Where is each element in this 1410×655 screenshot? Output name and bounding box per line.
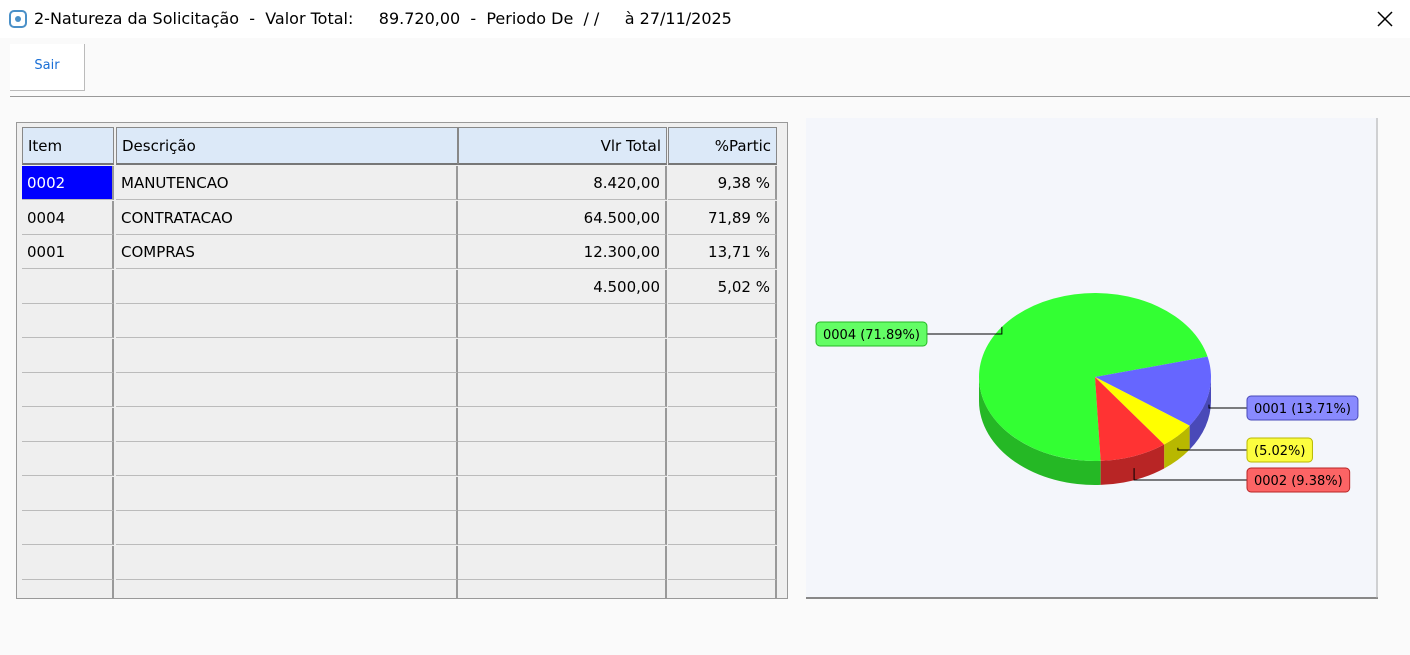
empty-cell [458,304,667,338]
cell-partic: 71,89 % [668,200,777,235]
empty-cell [458,545,667,580]
empty-cell [22,580,114,598]
empty-cell [668,545,777,580]
empty-cell [458,442,667,476]
label-box [1246,467,1351,493]
empty-cell [668,511,777,545]
empty-cell [22,269,114,304]
label-box [815,321,928,347]
empty-cell [458,511,667,545]
empty-cell [116,304,458,338]
column-header: Descrição [116,127,458,165]
cell-vlr-total: 12.300,00 [458,235,667,269]
empty-cell [668,580,777,598]
column-header: Item [22,127,114,165]
empty-cell [22,545,114,580]
empty-cell [668,442,777,476]
empty-cell [116,269,458,304]
empty-cell [116,373,458,407]
pie-slice [979,293,1208,461]
app-icon [9,10,27,28]
column-header: %Partic [668,127,777,165]
data-label: 0002 (9.38%) [1254,474,1343,489]
empty-cell [458,476,667,511]
pie-chart: 0004 (71.89%) 0001 (13.71%) (5.02%) 0002 (9… [806,118,1378,599]
slice-side [1189,377,1211,450]
cell-item: 0001 [22,235,114,269]
slice-side [1100,444,1165,485]
cell-descricao: COMPRAS [116,235,458,269]
pie-slice [1095,377,1165,461]
empty-cell [116,476,458,511]
title-bar [0,0,1410,38]
data-label: 0001 (13.71%) [1254,402,1351,417]
cell-partic: 13,71 % [668,235,777,269]
pie-slice [1095,356,1211,426]
cell-vlr-total: 64.500,00 [458,200,667,235]
empty-cell [116,442,458,476]
window-title: 2-Natureza da Solicitação - Valor Total:… [34,9,732,28]
empty-cell [116,338,458,373]
cell-descricao: CONTRATACAO [116,200,458,235]
slice-side [979,377,1101,485]
sair-button[interactable]: Sair [10,44,85,91]
leader-line [1208,404,1247,409]
empty-cell [668,304,777,338]
empty-cell [668,338,777,373]
label-box [1246,395,1359,421]
empty-cell [116,580,458,598]
column-header: Vlr Total [458,127,667,165]
cell-descricao: MANUTENCAO [116,166,458,200]
leader-line [1133,468,1247,481]
empty-cell [116,407,458,442]
leader-line [1177,447,1247,451]
empty-cell [22,476,114,511]
cell-partic: 9,38 % [668,166,777,200]
close-button[interactable] [1376,10,1394,28]
empty-cell [458,407,667,442]
cell-partic: 5,02 % [668,269,777,304]
cell-item: 0004 [22,200,114,235]
empty-cell [22,338,114,373]
empty-cell [458,580,667,598]
empty-cell [22,373,114,407]
empty-cell [22,511,114,545]
empty-cell [22,304,114,338]
cell-vlr-total: 4.500,00 [458,269,667,304]
separator [10,96,1410,97]
empty-cell [22,407,114,442]
empty-cell [458,373,667,407]
leader-line [926,326,1003,335]
empty-cell [116,511,458,545]
empty-cell [668,407,777,442]
pie-slice [1095,377,1190,445]
data-label: 0004 (71.89%) [823,328,920,343]
empty-cell [668,373,777,407]
slice-side [1164,425,1190,469]
empty-cell [22,442,114,476]
label-box [1246,437,1313,463]
data-grid: Item Descrição Vlr Total %Partic 0002 MANUTEN… [16,122,788,599]
cell-item: 0002 [22,166,114,200]
empty-cell [668,476,777,511]
cell-vlr-total: 8.420,00 [458,166,667,200]
empty-cell [458,338,667,373]
data-label: (5.02%) [1254,444,1305,459]
empty-cell [116,545,458,580]
